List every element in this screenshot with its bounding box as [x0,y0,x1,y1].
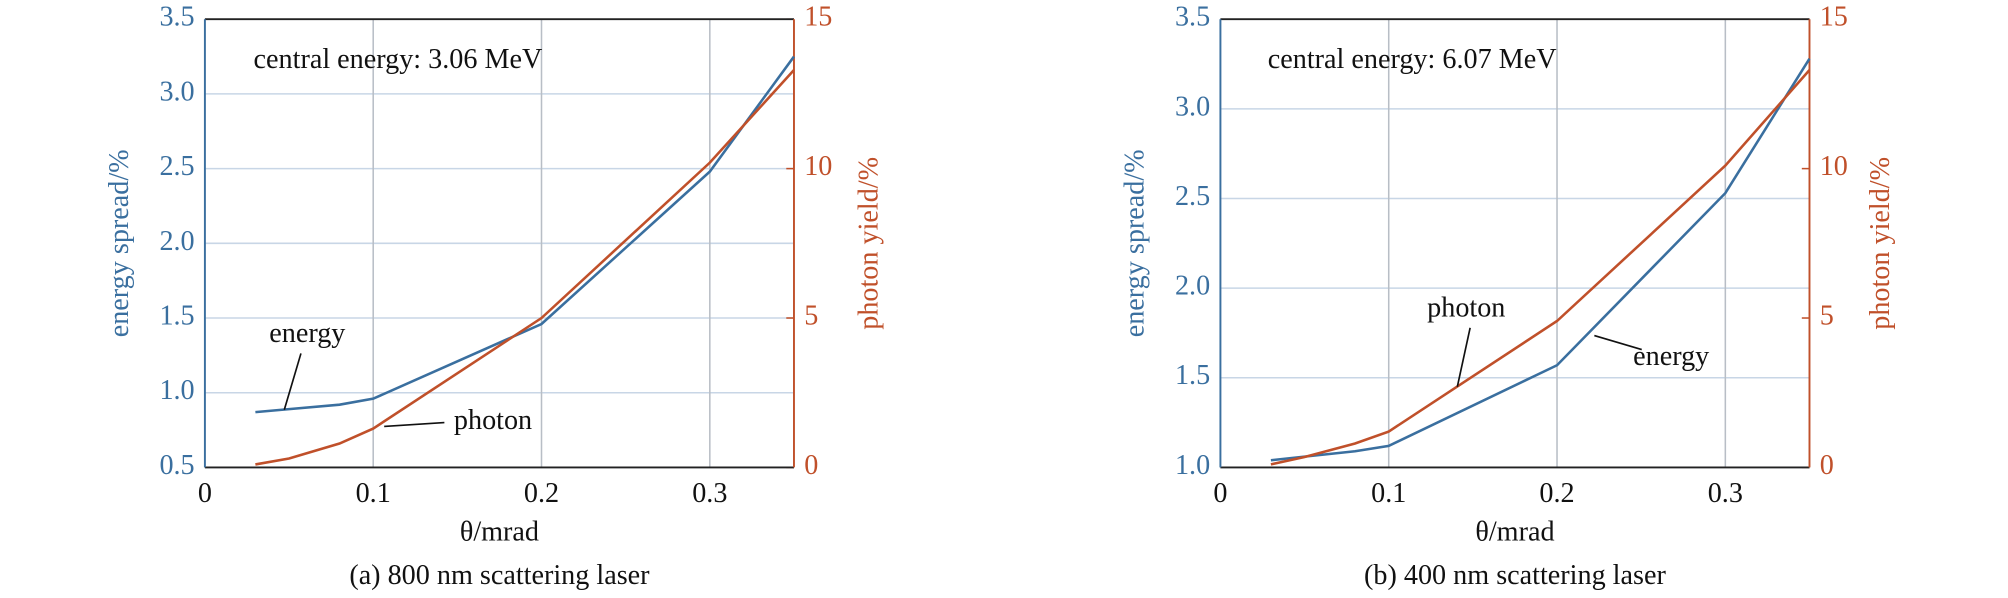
x-tick-label: 0 [198,478,212,509]
y-tick-label: 2.5 [1175,181,1210,212]
series-label: photon [454,405,532,436]
figure-content: 0.5 1.0 1.5 2.0 2.5 3.0 3.5 0 0.1 0.2 0.3 0 5 10 15 ene… [104,2,1896,591]
series-line [1270,69,1811,466]
y-tick-label: 1.5 [159,300,194,331]
annotation: central energy: 6.07 MeV [1268,44,1557,75]
y-tick-label: 3.5 [1175,2,1210,33]
series-line [255,55,796,414]
x-tick-label: 0.2 [524,478,559,509]
y-tick-label: 3.0 [1175,91,1210,122]
label-leader [283,353,302,411]
x-tick-label: 0.1 [1371,478,1406,509]
x-axis-label: θ/mrad [460,516,539,547]
x-tick-label: 0.2 [1539,478,1574,509]
y2-tick-label: 5 [804,300,818,331]
y2-tick-label: 5 [1820,300,1834,331]
annotation: central energy: 3.06 MeV [254,44,543,75]
label-leader [1594,334,1642,351]
chart: 1.0 1.5 2.0 2.5 3.0 3.5 0 0.1 0.2 0.3 0 5 10 15 energy… [1120,2,1896,591]
y-tick-label: 1.0 [159,375,194,406]
y2-tick-label: 0 [1820,450,1834,481]
label-leader [384,421,445,428]
label-leader [1456,327,1471,387]
caption: (b) 400 nm scattering laser [1364,560,1666,591]
y2-tick-label: 0 [804,450,818,481]
series-label: energy [1633,341,1709,372]
y2-tick-label: 15 [1820,2,1848,33]
x-axis-label: θ/mrad [1475,516,1554,547]
y-tick-label: 3.5 [159,2,194,33]
y2-tick-label: 10 [804,151,832,182]
y-tick-label: 2.0 [159,226,194,257]
chart: 0.5 1.0 1.5 2.0 2.5 3.0 3.5 0 0.1 0.2 0.3 0 5 10 15 ene… [104,2,884,591]
x-tick-label: 0 [1213,478,1227,509]
series-label: photon [1427,292,1505,323]
y-tick-label: 1.0 [1175,450,1210,481]
x-tick-label: 0.3 [1708,478,1743,509]
y-axis-label: energy spread/% [104,149,135,337]
y2-axis-label: photon yield/% [1865,157,1896,330]
series-label: energy [269,318,345,349]
series-line [255,69,795,466]
y-tick-label: 0.5 [159,450,194,481]
y2-tick-label: 15 [804,2,832,33]
caption: (a) 800 nm scattering laser [349,560,650,591]
y-tick-label: 2.5 [159,151,194,182]
x-tick-label: 0.3 [692,478,727,509]
x-tick-label: 0.1 [356,478,391,509]
y2-tick-label: 10 [1820,151,1848,182]
y-axis-label: energy spread/% [1120,149,1151,337]
series-line [1270,57,1811,462]
y-tick-label: 3.0 [159,76,194,107]
y-tick-label: 1.5 [1175,360,1210,391]
y-tick-label: 2.0 [1175,271,1210,302]
y2-axis-label: photon yield/% [853,157,884,330]
